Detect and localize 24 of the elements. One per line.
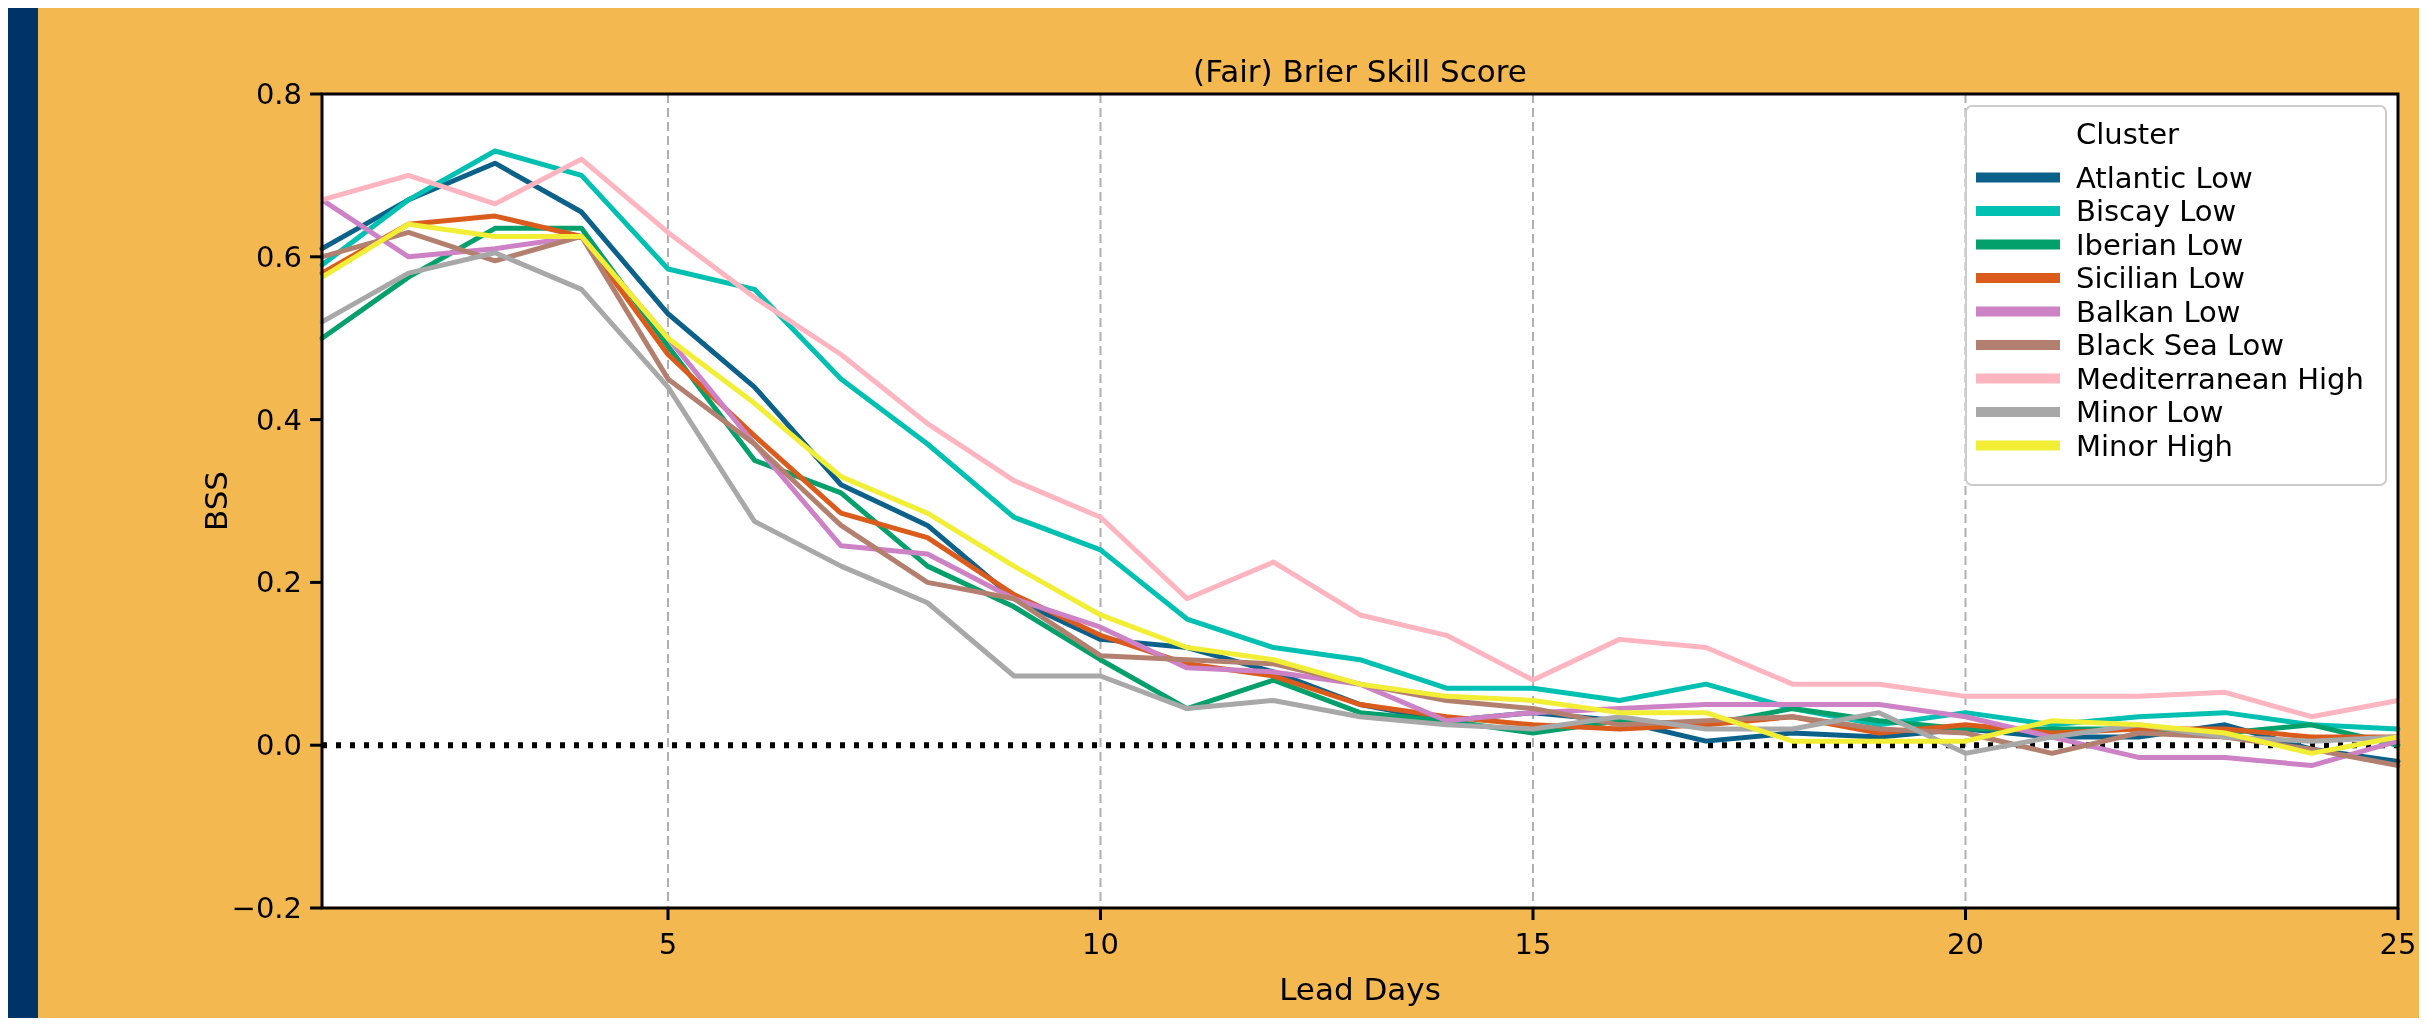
x-tick-label: 5	[658, 927, 678, 961]
legend-title: Cluster	[2076, 117, 2180, 151]
y-tick-label: −0.2	[231, 891, 302, 925]
x-tick-label: 20	[1947, 927, 1984, 961]
y-tick-label: 0.2	[255, 565, 302, 600]
x-tick-label: 10	[1082, 927, 1119, 961]
legend-label: Iberian Low	[2076, 227, 2244, 262]
legend-label: Biscay Low	[2076, 194, 2237, 228]
x-axis-title: Lead Days	[1279, 971, 1441, 1007]
y-tick-label: 0.8	[255, 77, 302, 111]
legend-label: Minor High	[2076, 428, 2233, 463]
y-tick-label: 0.4	[255, 402, 302, 437]
y-tick-label: 0.0	[255, 728, 302, 763]
legend-label: Atlantic Low	[2076, 160, 2253, 195]
chart-title: (Fair) Brier Skill Score	[1193, 53, 1527, 89]
legend-label: Black Sea Low	[2076, 328, 2285, 362]
y-axis-title: BSS	[198, 470, 234, 532]
legend-label: Mediterranean High	[2076, 361, 2364, 396]
legend-label: Balkan Low	[2076, 294, 2241, 329]
x-tick-label: 15	[1514, 927, 1552, 961]
x-tick-label: 25	[2379, 927, 2417, 961]
y-tick-label: 0.6	[255, 239, 302, 274]
legend-label: Minor Low	[2076, 395, 2224, 429]
legend-label: Sicilian Low	[2076, 261, 2246, 295]
